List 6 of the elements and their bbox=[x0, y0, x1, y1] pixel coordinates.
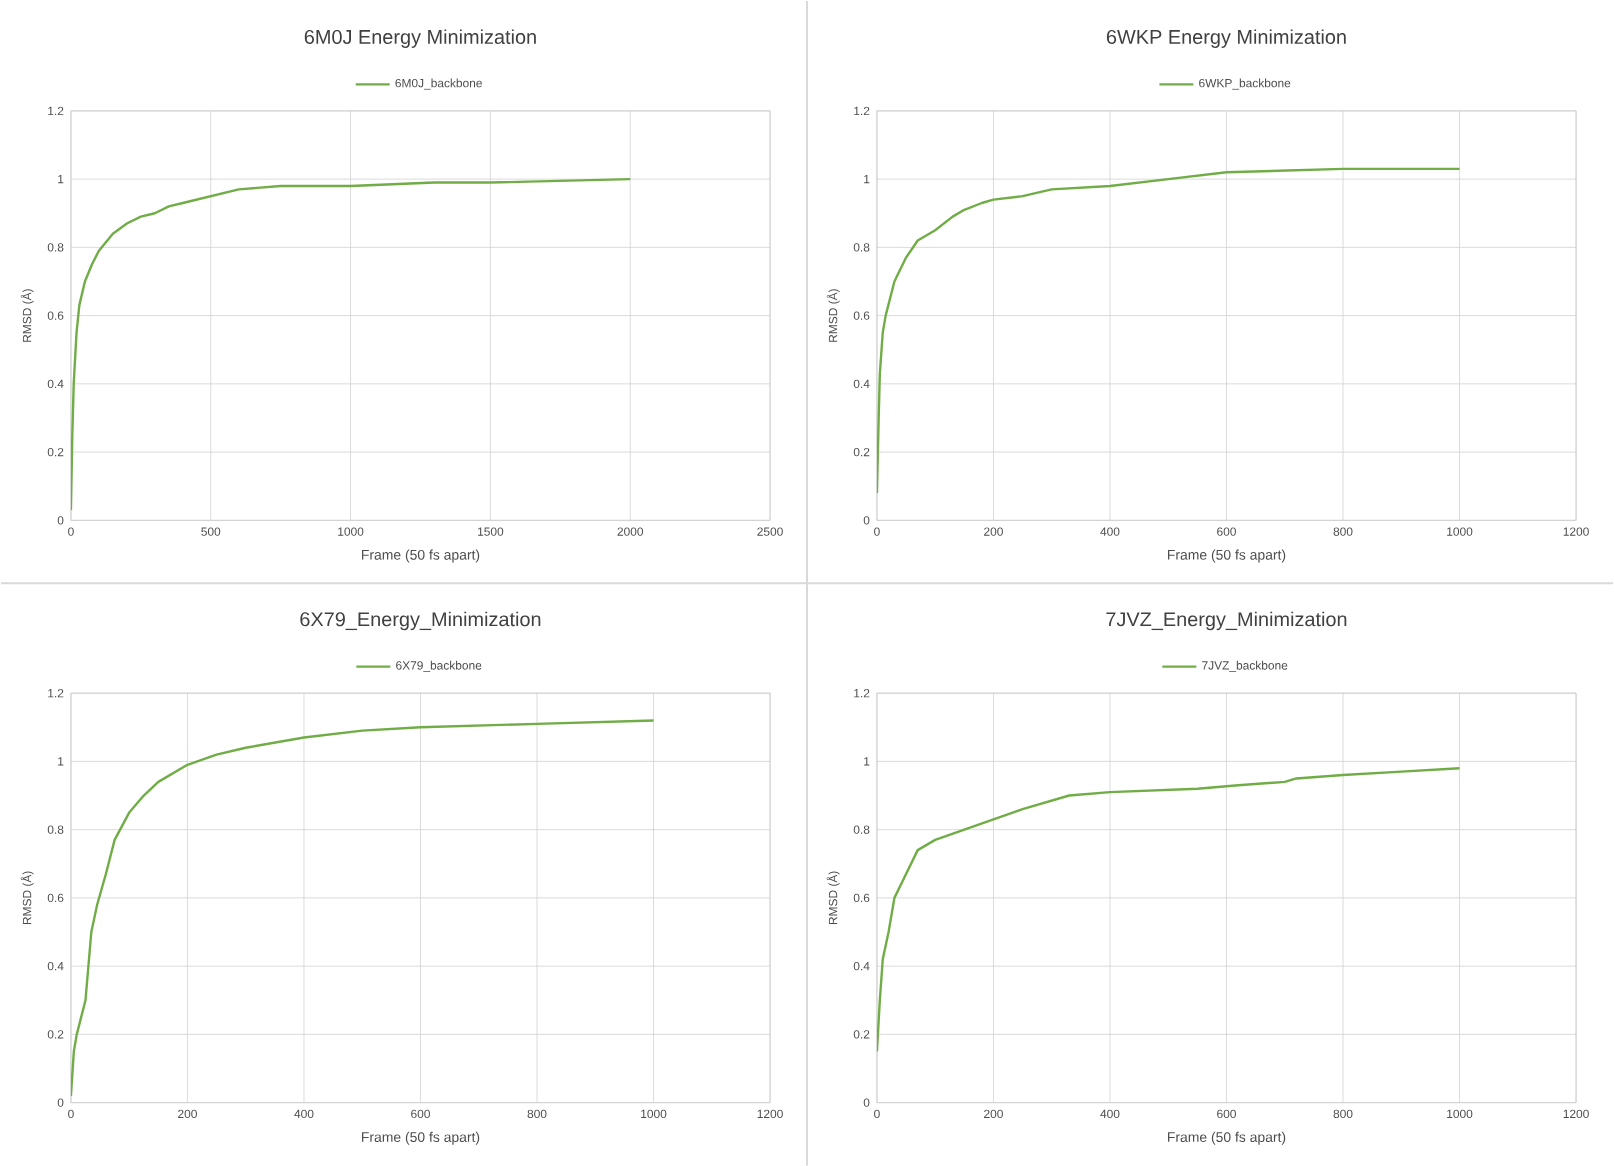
line-series bbox=[876, 167, 1461, 494]
chart-title: 6M0J Energy Minimization bbox=[304, 29, 536, 48]
chart-title: 7JVZ_Energy_Minimization bbox=[1106, 611, 1347, 630]
line-series bbox=[70, 718, 655, 1097]
chart-title: 6WKP Energy Minimization bbox=[1106, 29, 1346, 48]
chart-title: 6X79_Energy_Minimization bbox=[300, 611, 541, 630]
